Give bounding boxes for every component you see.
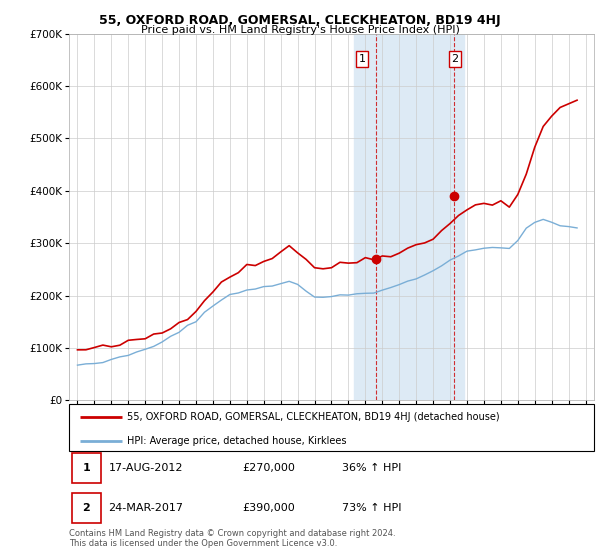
Text: 55, OXFORD ROAD, GOMERSAL, CLECKHEATON, BD19 4HJ: 55, OXFORD ROAD, GOMERSAL, CLECKHEATON, …	[99, 14, 501, 27]
Text: 55, OXFORD ROAD, GOMERSAL, CLECKHEATON, BD19 4HJ (detached house): 55, OXFORD ROAD, GOMERSAL, CLECKHEATON, …	[127, 412, 499, 422]
Text: 1: 1	[82, 463, 90, 473]
Text: 36% ↑ HPI: 36% ↑ HPI	[342, 463, 401, 473]
Text: Price paid vs. HM Land Registry's House Price Index (HPI): Price paid vs. HM Land Registry's House …	[140, 25, 460, 35]
Text: HPI: Average price, detached house, Kirklees: HPI: Average price, detached house, Kirk…	[127, 436, 346, 446]
Text: This data is licensed under the Open Government Licence v3.0.: This data is licensed under the Open Gov…	[69, 539, 337, 548]
Text: Contains HM Land Registry data © Crown copyright and database right 2024.: Contains HM Land Registry data © Crown c…	[69, 529, 395, 538]
Bar	[353, 34, 464, 400]
Text: 73% ↑ HPI: 73% ↑ HPI	[342, 503, 401, 513]
FancyBboxPatch shape	[69, 404, 594, 451]
Text: £390,000: £390,000	[242, 503, 295, 513]
FancyBboxPatch shape	[71, 493, 101, 523]
Text: 2: 2	[452, 54, 458, 64]
Text: 17-AUG-2012: 17-AUG-2012	[109, 463, 183, 473]
Text: £270,000: £270,000	[242, 463, 295, 473]
Text: 1: 1	[358, 54, 365, 64]
Text: 2: 2	[82, 503, 90, 513]
FancyBboxPatch shape	[71, 452, 101, 483]
Text: 24-MAR-2017: 24-MAR-2017	[109, 503, 184, 513]
